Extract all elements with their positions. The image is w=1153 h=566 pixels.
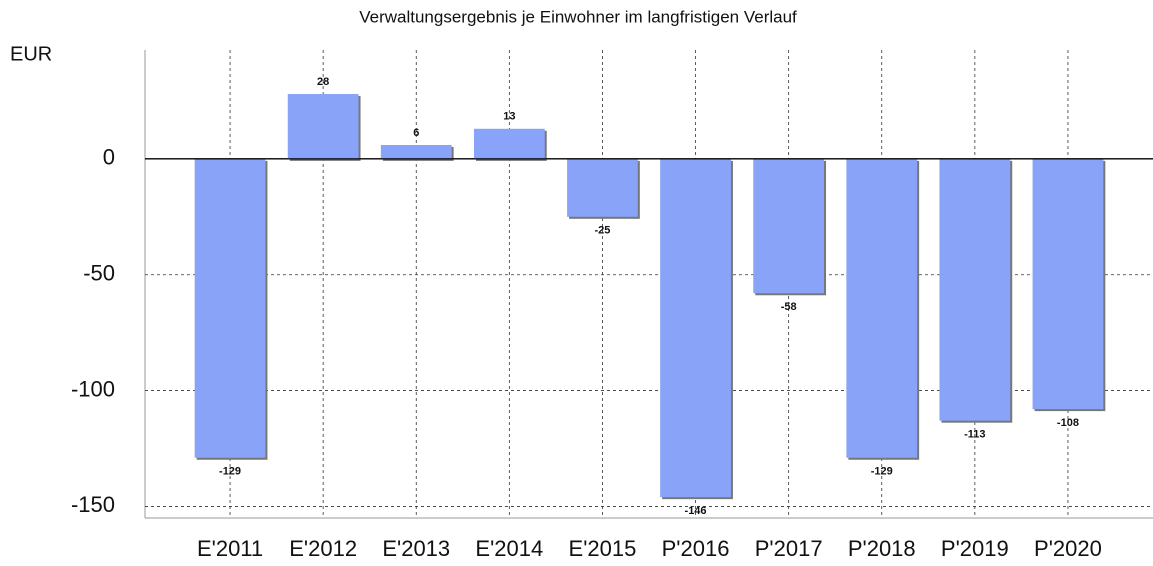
bar xyxy=(753,158,825,294)
data-label: -146 xyxy=(685,505,707,517)
bar xyxy=(1032,158,1104,410)
x-tick-label: P'2016 xyxy=(662,536,730,561)
bar xyxy=(846,158,918,458)
bar xyxy=(194,158,266,458)
bar xyxy=(660,158,731,498)
chart-title: Verwaltungsergebnis je Einwohner im lang… xyxy=(359,7,797,26)
data-label: -129 xyxy=(219,466,241,478)
data-label: -129 xyxy=(871,466,893,478)
x-tick-label: E'2015 xyxy=(569,536,637,561)
x-tick-label: E'2013 xyxy=(382,536,450,561)
data-label: 28 xyxy=(317,76,329,88)
bar xyxy=(287,94,359,159)
y-tick-label: 0 xyxy=(103,145,115,170)
bar xyxy=(473,128,545,159)
x-tick-label: E'2014 xyxy=(475,536,543,561)
bar xyxy=(939,158,1011,421)
data-label: 6 xyxy=(413,127,419,139)
bar xyxy=(380,144,452,159)
data-label: -113 xyxy=(964,429,985,441)
y-tick-label: -100 xyxy=(71,376,115,401)
x-tick-label: P'2018 xyxy=(848,536,916,561)
x-tick-label: E'2011 xyxy=(197,536,263,561)
x-tick-label: P'2017 xyxy=(755,536,823,561)
data-label: -25 xyxy=(594,225,610,237)
x-tick-label: P'2020 xyxy=(1034,536,1102,561)
data-label: -108 xyxy=(1057,417,1079,429)
bar xyxy=(567,158,638,217)
y-tick-label: -150 xyxy=(71,492,115,517)
y-axis-label: EUR xyxy=(10,43,52,65)
data-label: -58 xyxy=(781,301,797,313)
x-tick-label: P'2019 xyxy=(941,536,1009,561)
x-tick-label: E'2012 xyxy=(289,536,357,561)
data-label: 13 xyxy=(503,111,515,123)
y-tick-label: -50 xyxy=(83,261,115,286)
